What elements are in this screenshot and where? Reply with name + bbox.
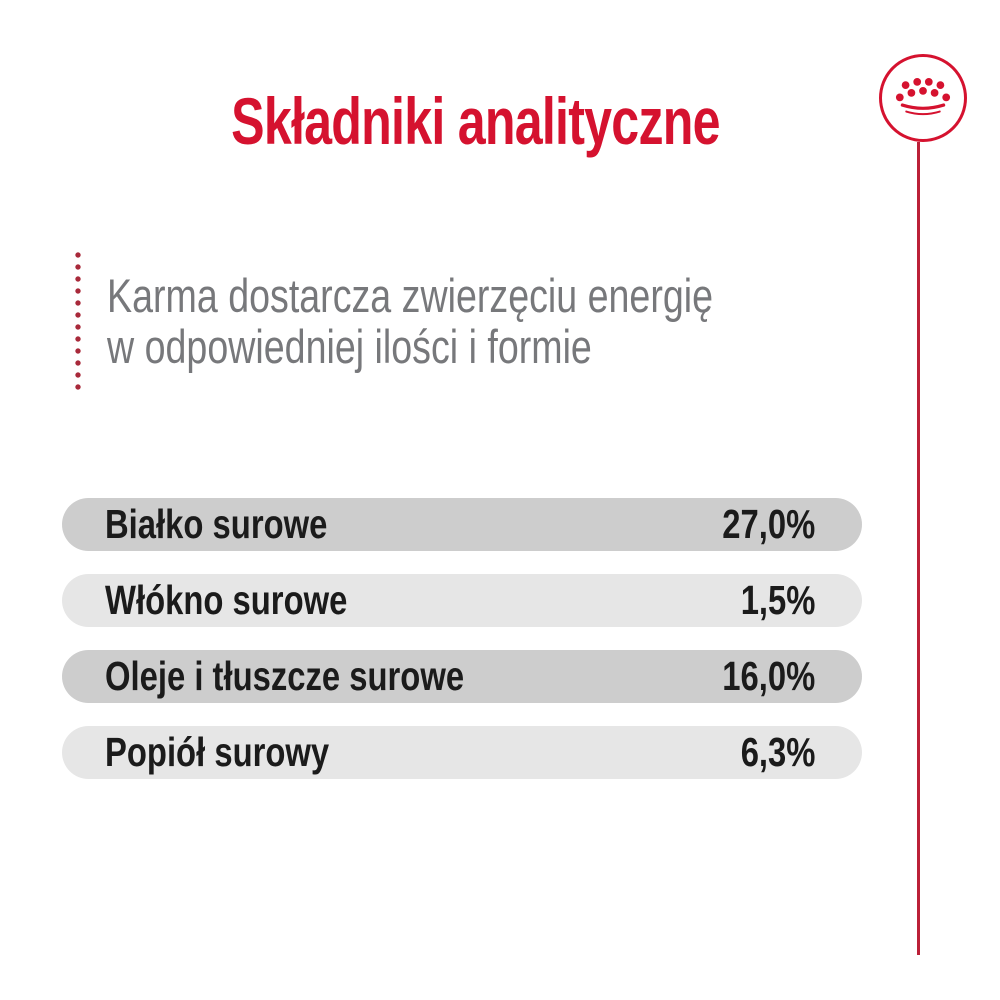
row-value: 1,5%	[740, 577, 815, 623]
row-label: Białko surowe	[105, 501, 328, 547]
intro-text-line-1: Karma dostarcza zwierzęciu energię	[107, 269, 714, 322]
page-title: Składniki analityczne	[230, 84, 720, 158]
crown-icon	[895, 78, 951, 116]
row-value: 6,3%	[740, 729, 815, 775]
dotted-accent-line	[75, 252, 81, 394]
row-label: Oleje i tłuszcze surowe	[105, 653, 465, 699]
table-row: Włókno surowe 1,5%	[62, 574, 862, 627]
brand-vertical-line	[917, 142, 920, 955]
table-row: Białko surowe 27,0%	[62, 498, 862, 551]
intro-text-line-2: w odpowiedniej ilości i formie	[107, 320, 592, 373]
row-label: Popiół surowy	[105, 729, 330, 775]
royal-canin-logo	[879, 54, 967, 142]
nutrition-table: Białko surowe 27,0% Włókno surowe 1,5% O…	[62, 498, 862, 802]
intro-text: Karma dostarcza zwierzęciu energię w odp…	[107, 270, 865, 372]
page-title-wrap: Składniki analityczne	[0, 88, 950, 154]
table-row: Oleje i tłuszcze surowe 16,0%	[62, 650, 862, 703]
row-label: Włókno surowe	[105, 577, 348, 623]
row-value: 16,0%	[721, 653, 815, 699]
table-row: Popiół surowy 6,3%	[62, 726, 862, 779]
row-value: 27,0%	[721, 501, 815, 547]
